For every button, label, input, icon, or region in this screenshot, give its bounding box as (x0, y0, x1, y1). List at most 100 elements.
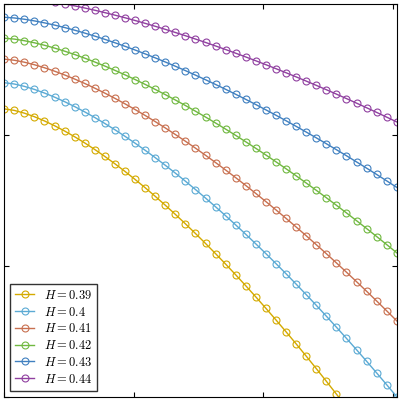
$H = 0.41$ (253, 191, 258, 196)
$H = 0.42$ (193, 109, 198, 113)
$H = 0.44$ (334, 92, 339, 97)
$H = 0.43$ (113, 41, 117, 45)
$H = 0.42$ (273, 160, 278, 164)
$H = 0.42$ (102, 64, 107, 69)
$H = 0.39$ (42, 119, 47, 124)
$H = 0.44$ (284, 70, 288, 75)
$H = 0.4$ (344, 336, 349, 341)
$H = 0.44$ (153, 24, 158, 29)
$H = 0.44$ (113, 13, 117, 18)
$H = 0.41$ (92, 86, 97, 91)
$H = 0.4$ (133, 141, 138, 146)
$H = 0.4$ (385, 383, 389, 387)
$H = 0.42$ (374, 234, 379, 239)
$H = 0.42$ (223, 127, 228, 132)
$H = 0.44$ (395, 119, 399, 124)
$H = 0.4$ (233, 223, 238, 227)
$H = 0.42$ (263, 153, 268, 158)
$H = 0.42$ (364, 226, 369, 231)
$H = 0.39$ (163, 203, 168, 208)
$H = 0.41$ (354, 279, 359, 284)
$H = 0.43$ (123, 44, 128, 49)
$H = 0.44$ (173, 30, 178, 35)
$H = 0.4$ (324, 314, 329, 318)
$H = 0.43$ (263, 107, 268, 112)
$H = 0.4$ (173, 171, 178, 176)
$H = 0.44$ (223, 47, 228, 52)
$H = 0.41$ (102, 91, 107, 95)
$H = 0.43$ (102, 37, 107, 42)
$H = 0.43$ (22, 17, 27, 22)
$H = 0.4$ (374, 371, 379, 375)
$H = 0.42$ (42, 43, 47, 48)
$H = 0.41$ (72, 77, 77, 81)
$H = 0.39$ (243, 284, 248, 288)
$H = 0.44$ (213, 44, 218, 49)
$H = 0.44$ (32, 0, 37, 1)
Line: $H = 0.43$: $H = 0.43$ (1, 14, 400, 191)
$H = 0.41$ (273, 208, 278, 213)
$H = 0.42$ (334, 203, 339, 208)
$H = 0.39$ (273, 318, 278, 322)
$H = 0.4$ (294, 282, 299, 287)
$H = 0.43$ (334, 147, 339, 152)
$H = 0.42$ (395, 251, 399, 255)
$H = 0.43$ (32, 18, 37, 23)
$H = 0.44$ (52, 0, 57, 4)
$H = 0.42$ (92, 60, 97, 65)
$H = 0.4$ (314, 303, 319, 308)
$H = 0.41$ (133, 107, 138, 112)
$H = 0.4$ (42, 91, 47, 95)
$H = 0.39$ (233, 272, 238, 277)
$H = 0.42$ (294, 173, 299, 178)
$H = 0.4$ (203, 196, 208, 200)
$H = 0.39$ (253, 295, 258, 300)
$H = 0.41$ (284, 216, 288, 221)
$H = 0.43$ (133, 48, 138, 53)
$H = 0.41$ (82, 81, 87, 86)
Legend: $H = 0.39$, $H = 0.4$, $H = 0.41$, $H = 0.42$, $H = 0.43$, $H = 0.44$: $H = 0.39$, $H = 0.4$, $H = 0.41$, $H = … (10, 284, 97, 391)
$H = 0.39$ (324, 379, 329, 384)
$H = 0.41$ (153, 119, 158, 124)
$H = 0.44$ (273, 66, 278, 71)
$H = 0.42$ (314, 188, 319, 193)
$H = 0.39$ (153, 194, 158, 199)
$H = 0.4$ (153, 155, 158, 160)
$H = 0.39$ (102, 154, 107, 159)
Line: $H = 0.44$: $H = 0.44$ (1, 0, 400, 126)
$H = 0.43$ (143, 51, 148, 56)
$H = 0.41$ (42, 65, 47, 70)
$H = 0.43$ (233, 92, 238, 97)
$H = 0.41$ (113, 96, 117, 101)
$H = 0.4$ (223, 213, 228, 218)
$H = 0.43$ (385, 178, 389, 183)
$H = 0.43$ (183, 68, 188, 73)
$H = 0.44$ (72, 4, 77, 8)
$H = 0.42$ (72, 52, 77, 57)
$H = 0.44$ (344, 96, 349, 101)
$H = 0.42$ (344, 211, 349, 215)
$H = 0.41$ (294, 225, 299, 229)
$H = 0.41$ (22, 60, 27, 65)
$H = 0.39$ (82, 140, 87, 145)
$H = 0.44$ (385, 115, 389, 119)
$H = 0.41$ (163, 126, 168, 130)
$H = 0.39$ (263, 306, 268, 311)
$H = 0.43$ (395, 185, 399, 190)
$H = 0.39$ (133, 177, 138, 182)
$H = 0.39$ (12, 108, 16, 113)
$H = 0.43$ (173, 64, 178, 69)
$H = 0.41$ (62, 73, 67, 77)
$H = 0.43$ (364, 166, 369, 170)
$H = 0.44$ (294, 75, 299, 79)
$H = 0.42$ (385, 242, 389, 247)
$H = 0.39$ (304, 354, 309, 358)
$H = 0.43$ (243, 97, 248, 102)
$H = 0.44$ (183, 33, 188, 38)
$H = 0.39$ (123, 169, 128, 174)
$H = 0.43$ (354, 160, 359, 164)
$H = 0.39$ (213, 251, 218, 256)
$H = 0.41$ (304, 233, 309, 238)
$H = 0.39$ (72, 134, 77, 139)
$H = 0.39$ (113, 161, 117, 166)
